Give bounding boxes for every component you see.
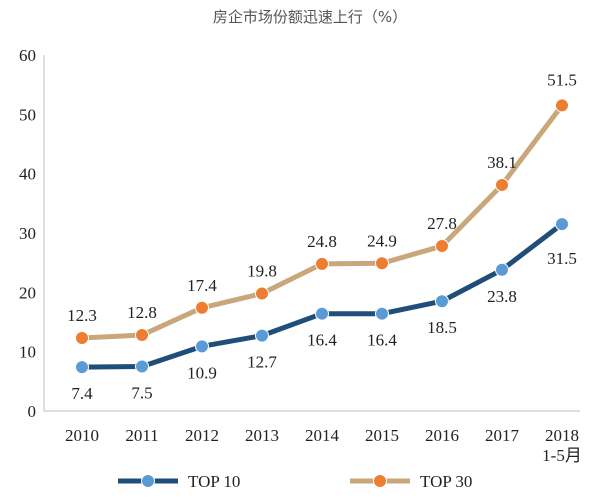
data-label: 24.9 [367,231,397,250]
data-label: 16.4 [307,331,337,350]
legend: TOP 10 TOP 30 [118,472,472,491]
y-tick-label: 40 [19,165,36,184]
y-tick-label: 30 [19,224,36,243]
x-tick-label: 2015 [365,426,399,445]
data-label: 19.8 [247,262,277,281]
data-labels: 7.4 7.5 10.9 12.7 16.4 16.4 18.5 23.8 31.5 12.3 12… [67,70,577,403]
legend-marker [373,474,387,488]
x-tick-label: 2014 [305,426,340,445]
y-tick-label: 50 [19,105,36,124]
data-point [135,359,149,374]
y-tick-label: 20 [19,283,36,302]
data-point [435,294,449,309]
legend-label: TOP 10 [188,472,240,491]
x-tick-label: 2011 [125,426,158,445]
data-point [435,239,449,254]
data-label: 18.5 [427,318,457,337]
legend-marker [141,474,155,488]
data-point [315,256,329,271]
data-label: 7.5 [131,384,152,403]
y-tick-label: 60 [19,46,36,65]
data-label: 12.3 [67,306,97,325]
data-point [255,328,269,343]
data-label: 24.8 [307,232,337,251]
x-axis-ticks: 2010 2011 2012 2013 2014 2015 2016 2017 2018 1-5月 [65,426,582,465]
x-tick-label: 2012 [185,426,219,445]
data-point [555,98,569,113]
data-label: 38.1 [487,153,517,172]
x-tick-label: 2018 1-5月 [542,426,582,465]
legend-label: TOP 30 [420,472,472,491]
y-axis-ticks: 0 10 20 30 40 50 60 [19,46,36,421]
chart-title: 房企市场份额迅速上行（%） [213,8,407,26]
y-tick-label: 0 [28,402,37,421]
data-point [375,306,389,321]
data-point [255,286,269,301]
data-point [375,256,389,271]
data-point [555,217,569,232]
data-label: 10.9 [187,363,217,382]
data-label: 7.4 [71,384,93,403]
data-label: 27.8 [427,214,457,233]
data-label: 23.8 [487,287,517,306]
data-label: 31.5 [547,249,577,268]
data-label: 16.4 [367,331,397,350]
x-tick-label: 2017 [485,426,520,445]
data-point [495,177,509,192]
data-point [195,339,209,354]
data-point [75,331,89,346]
x-tick-label: 2010 [65,426,99,445]
data-point [135,328,149,343]
data-label: 51.5 [547,70,577,89]
data-point [75,360,89,375]
x-tick-label: 2016 [425,426,459,445]
data-label: 17.4 [187,276,217,295]
data-label: 12.8 [127,303,157,322]
series-markers [75,98,569,375]
data-point [495,262,509,277]
data-point [195,300,209,315]
data-point [315,306,329,321]
data-label: 12.7 [247,353,277,372]
y-tick-label: 10 [19,343,36,362]
x-tick-label: 2013 [245,426,279,445]
